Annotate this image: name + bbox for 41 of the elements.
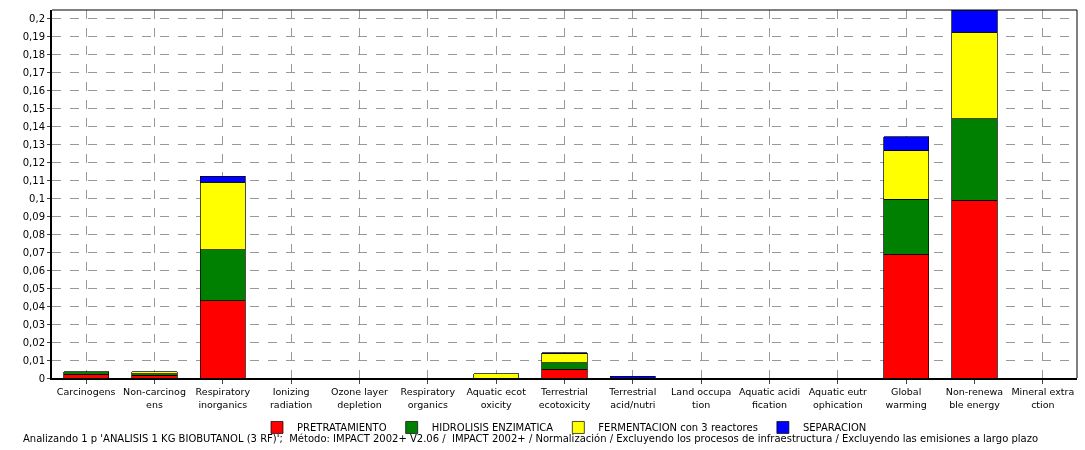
y-tick-label: 0,01	[22, 354, 45, 366]
x-tick-label: Respiratory inorganics	[195, 386, 251, 410]
y-tick-label: 0,11	[22, 175, 45, 187]
y-tick-label: 0,12	[22, 157, 45, 169]
x-tick-label: Terrestrial acid/nutri	[608, 386, 657, 410]
legend-label: FERMENTACION con 3 reactores	[598, 422, 758, 434]
x-tick-label: Respiratory organics	[400, 386, 456, 410]
y-tick-label: 0,16	[22, 85, 45, 97]
legend-label: PRETRATAMIENTO	[297, 422, 387, 434]
y-tick-label: 0,03	[22, 318, 45, 330]
x-tick-label: Aquatic acidi fication	[738, 386, 801, 410]
y-tick-label: 0,2	[29, 13, 45, 25]
x-tick-label: Carcinogens	[56, 386, 116, 398]
y-tick-label: 0,07	[22, 246, 45, 258]
y-tick-label: 0,1	[29, 192, 45, 204]
y-tick-label: 0,19	[22, 31, 45, 43]
y-tick-label: 0,02	[22, 336, 45, 348]
y-tick-label: 0,04	[22, 300, 45, 312]
y-tick-label: 0,13	[22, 139, 45, 151]
y-tick-label: 0,17	[22, 67, 45, 79]
x-tick-label: Aquatic eutr ophication	[808, 386, 868, 410]
y-tick-label: 0,14	[22, 121, 45, 133]
legend-label: HIDROLISIS ENZIMATICA	[431, 422, 554, 434]
x-tick-label: Ionizing radiation	[269, 386, 313, 410]
y-tick-label: 0	[38, 372, 45, 384]
y-tick-label: 0,18	[22, 49, 45, 61]
x-tick-label: Non-carcinog ens	[123, 386, 186, 410]
x-tick-label: Global warming	[885, 386, 927, 410]
y-tick-label: 0,15	[22, 103, 45, 115]
y-tick-label: 0,09	[22, 210, 45, 222]
y-tick-label: 0,05	[22, 282, 45, 294]
x-tick-label: Mineral extra ction	[1011, 386, 1075, 410]
y-tick-label: 0,06	[22, 264, 45, 276]
x-tick-label: Aquatic ecot oxicity	[466, 386, 527, 410]
x-tick-label: Terrestrial ecotoxicity	[538, 386, 591, 410]
legend-label: SEPARACION	[802, 422, 867, 434]
y-tick-label: 0,08	[22, 228, 45, 240]
x-tick-label: Land occupa tion	[671, 386, 732, 410]
text: Analizando 1 p 'ANALISIS 1 KG BIOBUTANOL (3 RF)'; Método: IMPACT 2002+ V2.06 / IMPACT 2002+ / Normalización / Excluyendo los procesos de infraestructura / Excluyendo las emisiones a largo plazo	[23, 433, 1039, 444]
x-tick-label: Ozone layer depletion	[331, 386, 389, 410]
x-tick-label: Non-renewa ble energy	[945, 386, 1004, 410]
